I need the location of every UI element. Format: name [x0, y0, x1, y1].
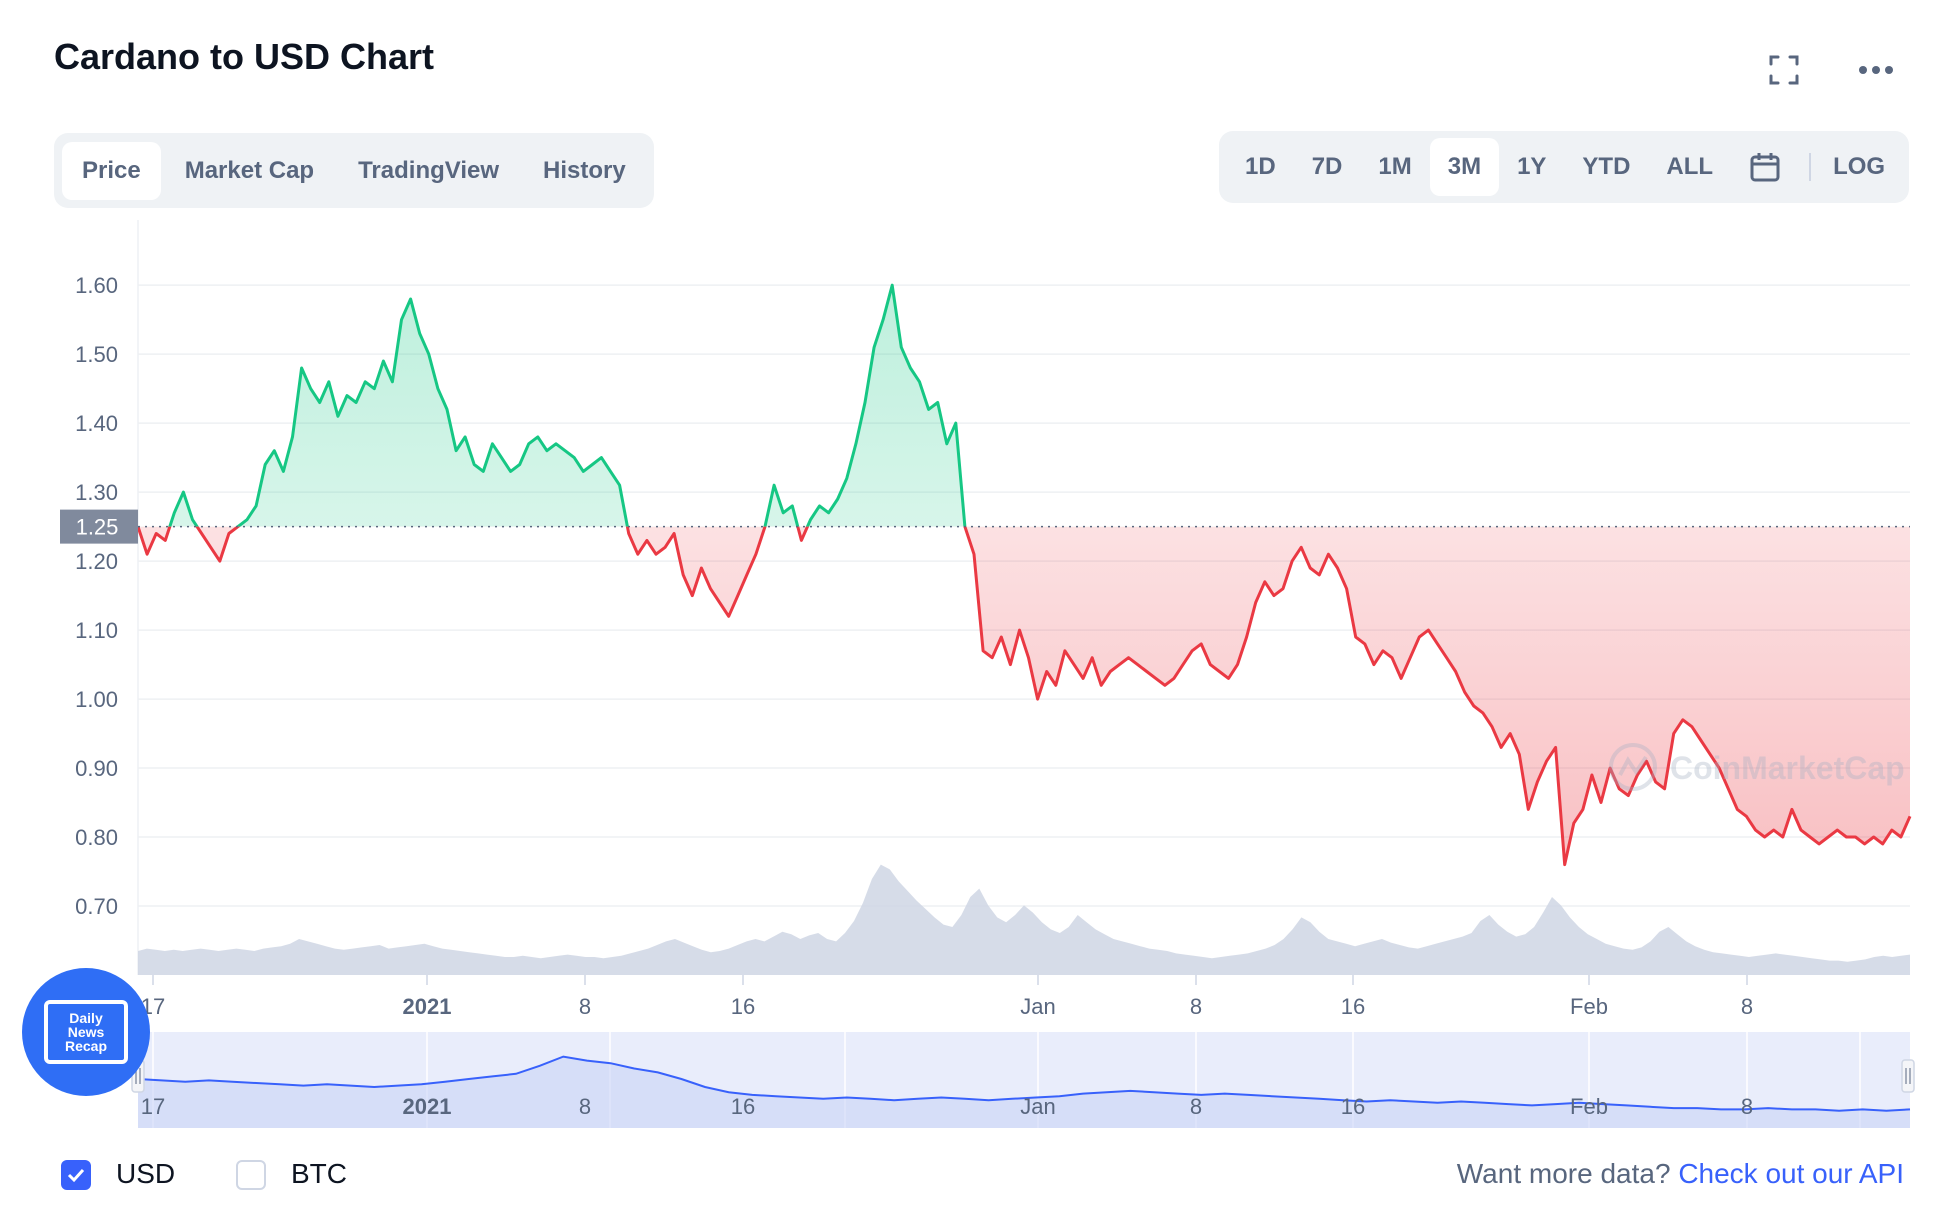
- badge-line-1: Daily: [69, 1010, 103, 1026]
- navigator-right-handle[interactable]: [1901, 1059, 1915, 1093]
- range-ytd[interactable]: YTD: [1582, 153, 1631, 180]
- api-link[interactable]: Check out our API: [1678, 1158, 1904, 1189]
- price-chart: 0.70 0.80 0.90 1.00 1.10 1.20 1.30 1.40 1.50 1.60…: [60, 220, 1915, 1128]
- badge-line-2: News: [67, 1024, 105, 1040]
- x-tick-label: 8: [1741, 994, 1753, 1019]
- chart-tabs: Price Market Cap TradingView History: [54, 133, 654, 208]
- y-tick-label: 1.40: [75, 411, 118, 436]
- coinmarketcap-watermark: CoinMarketCap: [1609, 743, 1905, 791]
- log-toggle[interactable]: LOG: [1833, 153, 1886, 180]
- x-tick-label: 2021: [403, 994, 452, 1019]
- reference-label-bg: [60, 509, 138, 544]
- y-tick-label: 1.60: [75, 273, 118, 298]
- price-line-down: [136, 526, 1912, 867]
- page-title: Cardano to USD Chart: [54, 36, 435, 77]
- y-tick-label: 1.20: [75, 549, 118, 574]
- reference-label: 1.25: [76, 515, 119, 540]
- chart-footer: USD BTC Want more data? Check out our AP…: [0, 1140, 1960, 1208]
- navigator-line: [137, 1055, 1911, 1112]
- navigator-tick-label: 16: [731, 1094, 755, 1119]
- range-all[interactable]: ALL: [1666, 153, 1714, 180]
- price-fill-above: [138, 285, 1910, 527]
- calendar-icon[interactable]: [1731, 138, 1799, 196]
- price-line-up: [137, 283, 967, 527]
- range-1d[interactable]: 1D: [1245, 153, 1276, 180]
- btc-label[interactable]: BTC: [291, 1158, 347, 1189]
- api-promo-text: Want more data?: [1456, 1158, 1671, 1189]
- navigator-tick-label: 8: [1190, 1094, 1202, 1119]
- range-1m[interactable]: 1M: [1378, 153, 1412, 180]
- y-tick-label: 0.80: [75, 825, 118, 850]
- watermark-logo-mark: [1618, 755, 1648, 776]
- navigator-area: [138, 1056, 1910, 1128]
- watermark-text: CoinMarketCap: [1670, 750, 1905, 786]
- check-icon: [67, 1168, 85, 1183]
- tab-price[interactable]: Price: [62, 141, 161, 200]
- volume-area: [138, 864, 1910, 975]
- y-tick-label: 1.10: [75, 618, 118, 643]
- x-tick-label: Feb: [1570, 994, 1608, 1019]
- handle-grip: [1901, 1059, 1915, 1093]
- tab-tradingview[interactable]: TradingView: [358, 156, 500, 184]
- usd-checkbox[interactable]: [61, 1160, 91, 1190]
- range-1y[interactable]: 1Y: [1517, 153, 1547, 180]
- btc-checkbox[interactable]: [236, 1160, 266, 1190]
- range-3m[interactable]: 3M: [1429, 138, 1500, 196]
- navigator-tick-label: 16: [1341, 1094, 1365, 1119]
- api-promo: Want more data? Check out our API: [1457, 1158, 1904, 1190]
- navigator-tick-label: Jan: [1020, 1094, 1055, 1119]
- x-tick-label: 16: [731, 994, 755, 1019]
- x-tick-label: 8: [579, 994, 591, 1019]
- usd-label[interactable]: USD: [116, 1158, 176, 1189]
- x-tick-label: 8: [1190, 994, 1202, 1019]
- daily-news-recap-logo[interactable]: Daily News Recap: [22, 968, 150, 1096]
- navigator-tick-label: 2021: [403, 1094, 452, 1119]
- badge-line-3: Recap: [64, 1038, 108, 1054]
- y-tick-label: 0.90: [75, 756, 118, 781]
- tab-history[interactable]: History: [543, 156, 626, 184]
- fullscreen-icon[interactable]: [1764, 50, 1804, 90]
- y-tick-label: 1.50: [75, 342, 118, 367]
- price-fill-below: [138, 526, 1910, 865]
- tab-market-cap[interactable]: Market Cap: [184, 156, 315, 184]
- y-tick-label: 1.30: [75, 480, 118, 505]
- watermark-logo-icon: [1609, 743, 1657, 791]
- news-icon: Daily News Recap: [44, 1000, 128, 1064]
- y-tick-label: 1.00: [75, 687, 118, 712]
- range-7d[interactable]: 7D: [1311, 153, 1343, 180]
- navigator-tick-label: 17: [141, 1094, 165, 1119]
- range-divider: [1809, 153, 1812, 181]
- navigator-tick-label: Feb: [1570, 1094, 1608, 1119]
- y-tick-label: 0.70: [75, 894, 118, 919]
- x-tick-label: Jan: [1020, 994, 1055, 1019]
- more-icon[interactable]: [1856, 50, 1896, 90]
- x-tick-label: 16: [1341, 994, 1365, 1019]
- range-selector: 1D 7D 1M 3M 1Y YTD ALL LOG: [1219, 131, 1909, 203]
- navigator-tick-label: 8: [579, 1094, 591, 1119]
- header-actions: [1764, 50, 1896, 90]
- navigator-tick-label: 8: [1741, 1094, 1753, 1119]
